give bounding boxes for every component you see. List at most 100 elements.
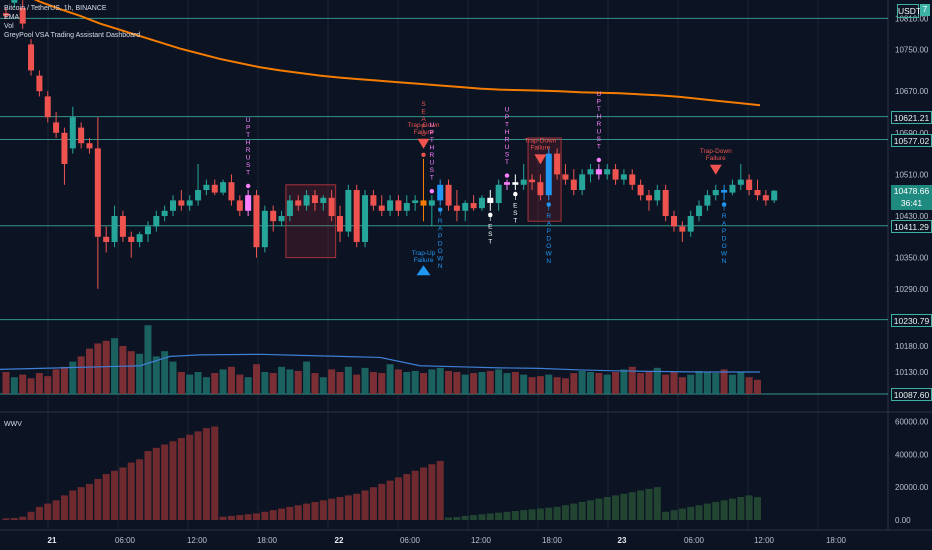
annotation-letter: T (505, 122, 509, 129)
annotation-letter: A (421, 116, 426, 123)
candle-body (28, 44, 35, 71)
wwv-bar (52, 500, 60, 520)
volume-bar (603, 374, 611, 395)
wwv-bar (144, 451, 152, 520)
candle-body (579, 174, 586, 190)
annotation-letter: O (438, 248, 443, 255)
wwv-bar (194, 431, 202, 520)
volume-bar (712, 373, 720, 395)
annotation-letter: U (596, 129, 601, 136)
volume-bar (44, 376, 52, 395)
volume-bar (411, 370, 419, 395)
volume-bar (19, 374, 27, 395)
candle-body (645, 195, 652, 201)
currency-badge[interactable]: 7 (920, 4, 930, 16)
candle-body (746, 179, 753, 190)
volume-bar (378, 373, 386, 395)
candle-body (462, 203, 469, 211)
candle-body (712, 190, 719, 196)
volume-bar (236, 374, 244, 395)
wwv-bar (227, 515, 235, 520)
wwv-bar (278, 508, 286, 520)
currency-label[interactable]: USDT (897, 4, 922, 18)
candle-body (253, 195, 260, 248)
wwv-bar (737, 497, 745, 520)
wwv-bar (386, 480, 394, 520)
time-tick-label: 18:00 (542, 536, 563, 545)
wwv-bar (486, 513, 494, 520)
annotation-letter: P (597, 99, 601, 106)
annotation-letter: T (513, 195, 517, 202)
wwv-bar (595, 498, 603, 520)
annotation-letter: U (505, 107, 510, 114)
wwv-bar (119, 467, 127, 520)
volume-bar (553, 377, 561, 395)
annotation-dot (429, 189, 435, 194)
time-tick-label: 12:00 (187, 536, 208, 545)
wwv-bar (10, 518, 18, 520)
wwv-bar (394, 477, 402, 520)
annotation-letter: R (546, 213, 551, 220)
volume-bar (470, 373, 478, 395)
volume-bar (27, 378, 35, 395)
volume-bar (227, 366, 235, 395)
candle-body (111, 216, 118, 242)
wwv-bar (353, 493, 361, 520)
wwv-tick-label: 0.00 (895, 516, 911, 525)
annotation-letter: T (513, 218, 517, 225)
wwv-bar (127, 462, 135, 520)
wwv-bar (161, 444, 169, 520)
wwv-tick-label: 20000.00 (895, 483, 929, 492)
volume-bar (194, 372, 202, 395)
wwv-bar (236, 515, 244, 520)
volume-bar (695, 370, 703, 395)
volume-bar (428, 369, 436, 395)
candle-body (78, 127, 85, 144)
volume-bar (319, 377, 327, 395)
annotation-label: Trap-Up (412, 250, 436, 257)
volume-bar (77, 356, 85, 395)
annotation-letter: T (547, 205, 551, 212)
candle-body (19, 8, 26, 24)
candle-body (529, 179, 536, 183)
wwv-bar (202, 428, 210, 520)
candle-body (195, 190, 202, 201)
price-tag: 10411.29 (891, 219, 932, 233)
price-tick-label: 10290.00 (895, 285, 929, 294)
candle-body (328, 197, 335, 216)
annotation-dot (596, 157, 602, 163)
wwv-bar (294, 505, 302, 520)
annotation-letter: P (430, 130, 434, 137)
annotation-letter: U (246, 117, 251, 124)
annotation-letter: H (429, 145, 434, 152)
candle-body (278, 216, 285, 222)
wwv-bar (378, 483, 386, 520)
wwv-bar (536, 508, 544, 520)
annotation-letter: P (421, 138, 425, 145)
candle-body (537, 182, 544, 196)
price-tick-label: 10670.00 (895, 87, 929, 96)
volume-bar (678, 377, 686, 395)
wwv-tick-label: 60000.00 (895, 418, 929, 427)
volume-bar (10, 377, 18, 395)
annotation-letter: S (513, 210, 518, 217)
price-tag: 36:41 (891, 196, 932, 210)
candle-body (504, 182, 510, 185)
annotation-letter: A (722, 220, 727, 227)
trap-down-triangle (534, 154, 547, 165)
annotation-dot (546, 202, 551, 207)
candle-body (11, 0, 18, 3)
wwv-bar (19, 516, 27, 520)
candle-body (153, 216, 160, 227)
candle-body (36, 75, 43, 92)
wwv-bar (428, 464, 436, 520)
wwv-bar (211, 426, 219, 520)
annotation-letter: O (722, 243, 727, 250)
annotation-letter: D (438, 241, 443, 248)
volume-bar (720, 369, 728, 395)
volume-bar (261, 372, 269, 395)
wwv-bar (511, 510, 519, 520)
wwv-bar (703, 503, 711, 520)
trap-down-triangle (709, 164, 722, 175)
